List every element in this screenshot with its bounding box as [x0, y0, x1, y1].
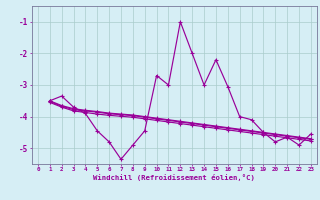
- X-axis label: Windchill (Refroidissement éolien,°C): Windchill (Refroidissement éolien,°C): [93, 174, 255, 181]
